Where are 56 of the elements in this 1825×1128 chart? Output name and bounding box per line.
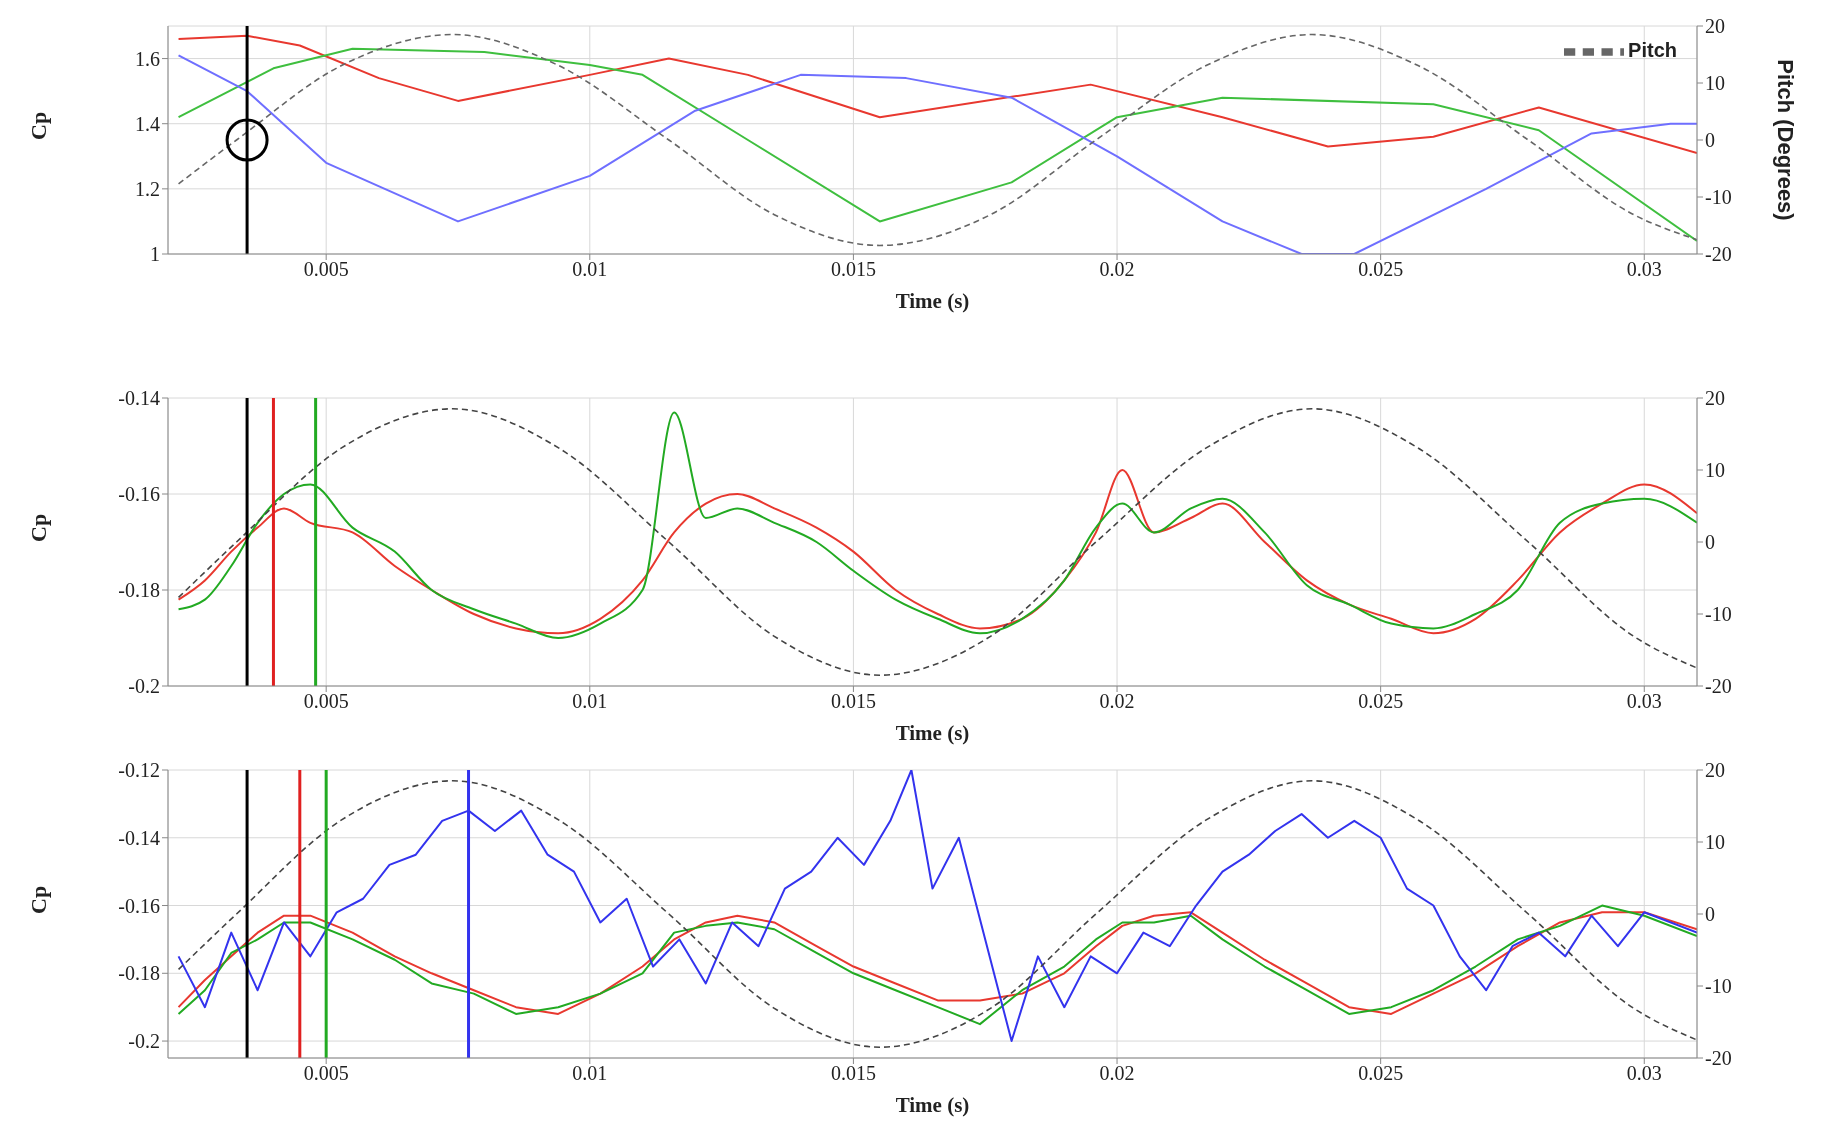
x-tick-label: 0.025 <box>1358 1062 1404 1085</box>
y2-tick-label: -20 <box>1705 1047 1732 1070</box>
y-tick-label: -0.14 <box>118 826 160 849</box>
y-tick-label: -0.16 <box>118 483 160 506</box>
y-tick-label: -0.16 <box>118 894 160 917</box>
x-tick-label: 0.01 <box>572 1062 608 1085</box>
x-tick-label: 0.02 <box>1099 258 1135 281</box>
y2-tick-label: -10 <box>1705 975 1732 998</box>
x-tick-label: 0.025 <box>1358 258 1404 281</box>
y2-tick-label: 0 <box>1705 903 1715 926</box>
x-tick-label: 0.015 <box>830 258 876 281</box>
y2-tick-label: 0 <box>1705 129 1715 152</box>
y2-axis-title: Pitch (Degrees) <box>1772 59 1798 221</box>
x-tick-label: 0.03 <box>1626 258 1662 281</box>
legend-label: Pitch <box>1628 39 1677 62</box>
y-axis-title: Cp <box>25 885 51 914</box>
y2-tick-label: -10 <box>1705 603 1732 626</box>
x-tick-label: 0.03 <box>1626 690 1662 713</box>
y-tick-label: -0.2 <box>128 1030 160 1053</box>
x-tick-label: 0.01 <box>572 258 608 281</box>
x-axis-title: Time (s) <box>895 289 970 313</box>
y2-tick-label: 20 <box>1705 15 1725 38</box>
y2-tick-label: 10 <box>1705 459 1725 482</box>
y2-tick-label: -20 <box>1705 243 1732 266</box>
y-tick-label: -0.12 <box>118 759 160 782</box>
y-tick-label: -0.2 <box>128 675 160 698</box>
line-series <box>177 34 1697 155</box>
x-tick-label: 0.02 <box>1099 690 1135 713</box>
y2-tick-label: 0 <box>1705 531 1715 554</box>
y2-tick-label: 20 <box>1705 759 1725 782</box>
y-tick-label: 1.4 <box>135 112 160 135</box>
y-tick-label: -0.18 <box>118 579 160 602</box>
y2-tick-label: -20 <box>1705 675 1732 698</box>
x-tick-label: 0.01 <box>572 690 608 713</box>
x-tick-label: 0.015 <box>830 690 876 713</box>
y-axis-title: Cp <box>25 513 51 542</box>
x-axis-title: Time (s) <box>895 721 970 745</box>
y2-tick-label: -10 <box>1705 186 1732 209</box>
y2-tick-label: 10 <box>1705 831 1725 854</box>
line-series <box>177 469 1697 635</box>
y-tick-label: 1 <box>150 243 160 266</box>
y2-tick-label: 20 <box>1705 387 1725 410</box>
x-tick-label: 0.025 <box>1358 690 1404 713</box>
x-tick-label: 0.005 <box>303 1062 349 1085</box>
y2-tick-label: 10 <box>1705 72 1725 95</box>
x-axis-title: Time (s) <box>895 1093 970 1117</box>
y-tick-label: 1.6 <box>135 47 160 70</box>
y-tick-label: 1.2 <box>135 177 160 200</box>
x-tick-label: 0.015 <box>830 1062 876 1085</box>
x-tick-label: 0.03 <box>1626 1062 1662 1085</box>
y-tick-label: -0.18 <box>118 962 160 985</box>
x-tick-label: 0.02 <box>1099 1062 1135 1085</box>
x-tick-label: 0.005 <box>303 690 349 713</box>
y-tick-label: -0.14 <box>118 387 160 410</box>
y-axis-title: Cp <box>25 111 51 140</box>
x-tick-label: 0.005 <box>303 258 349 281</box>
